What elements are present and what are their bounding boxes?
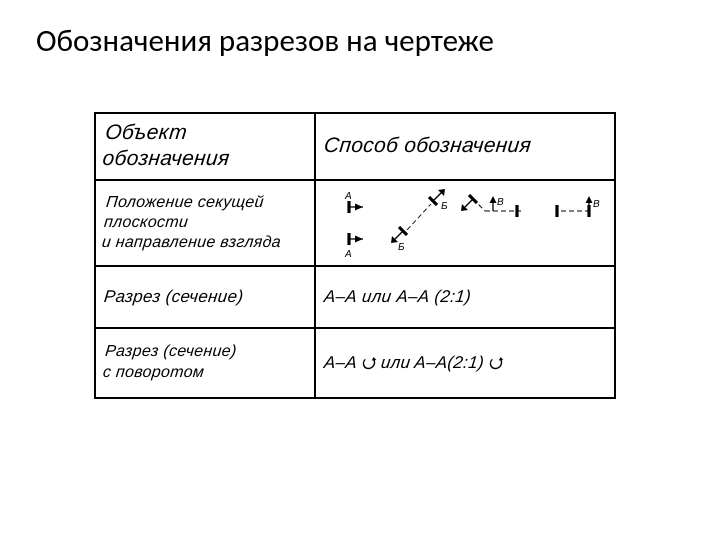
header-cell-object: Объект обозначения: [95, 113, 315, 180]
table-header-row: Объект обозначения Способ обозначения: [95, 113, 615, 180]
mark-bent-v: В: [461, 195, 521, 217]
table-row: Разрез (сечение) с поворотом А–А или А–А…: [95, 328, 615, 398]
table-row: Разрез (сечение) А–А или А–А (2:1): [95, 266, 615, 328]
svg-text:В: В: [593, 199, 600, 210]
header-object-text: Объект обозначения: [101, 120, 309, 173]
header-cell-method: Способ обозначения: [315, 113, 615, 180]
table-row: Положение секущей плоскости и направлени…: [95, 180, 615, 266]
row2-notation-cell: А–А или А–А (2:1): [315, 266, 615, 328]
rotation-icon: [487, 355, 505, 371]
row1-symbols-cell: А А Б: [315, 180, 615, 266]
row3-notation-cell: А–А или А–А(2:1): [315, 328, 615, 398]
svg-text:Б: Б: [398, 242, 405, 253]
section-marks-svg: А А Б: [325, 187, 605, 259]
row2-label-cell: Разрез (сечение): [95, 266, 315, 328]
notation-table: Объект обозначения Способ обозначения По…: [94, 112, 616, 399]
rotation-icon: [360, 355, 378, 371]
slide: Обозначения разрезов на чертеже Объект о…: [0, 0, 720, 540]
svg-text:А: А: [344, 191, 352, 202]
header-method-text: Способ обозначения: [323, 133, 533, 159]
mark-horizontal-v: В: [557, 196, 600, 217]
row3-notation: А–А или А–А(2:1): [323, 353, 505, 373]
row3-label: Разрез (сечение) с поворотом: [102, 342, 238, 384]
row1-label-cell: Положение секущей плоскости и направлени…: [95, 180, 315, 266]
row2-label: Разрез (сечение): [103, 287, 244, 307]
row3-label-cell: Разрез (сечение) с поворотом: [95, 328, 315, 398]
svg-text:В: В: [497, 197, 504, 208]
slide-title: Обозначения разрезов на чертеже: [36, 22, 494, 60]
mark-diagonal-b: Б Б: [391, 189, 448, 253]
svg-text:Б: Б: [441, 201, 448, 212]
row2-notation: А–А или А–А (2:1): [323, 287, 472, 307]
mark-vertical-a: А А: [344, 191, 363, 259]
svg-text:А: А: [344, 249, 352, 259]
row1-label: Положение секущей плоскости и направлени…: [101, 193, 286, 253]
